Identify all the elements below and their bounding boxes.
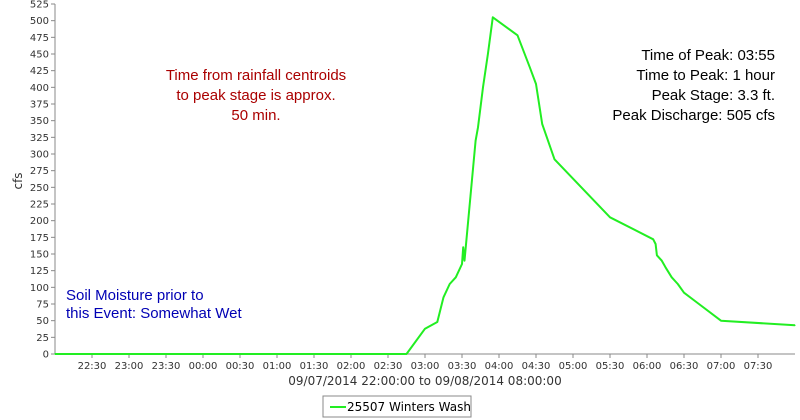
series-point [471,180,473,182]
y-tick-label: 200 [30,216,49,227]
x-tick-label: 06:00 [633,361,662,372]
y-tick-label: 400 [30,83,49,94]
series-point [794,324,796,326]
y-tick-label: 450 [30,50,49,61]
series-point [487,53,489,55]
x-tick-label: 07:00 [707,361,736,372]
y-tick-label: 125 [30,266,49,277]
series-point [474,140,477,142]
y-tick-label: 350 [30,116,49,127]
annotation-peak-line-3: Peak Stage: 3.3 ft. [652,87,775,104]
x-tick-label: 03:30 [448,361,477,372]
y-tick-label: 175 [30,233,49,244]
x-tick-label: 23:00 [115,361,144,372]
x-tick-label: 03:00 [411,361,440,372]
x-tick-label: 00:30 [226,361,255,372]
legend-box [322,395,472,418]
y-tick-label: 425 [30,66,49,77]
y-tick-label: 150 [30,250,49,261]
series-point [661,260,663,262]
x-tick-label: 01:30 [300,361,329,372]
series-line-winters-wash [55,16,796,355]
x-tick-label: 07:30 [744,361,773,372]
series-point [492,16,494,18]
x-tick-label: 05:00 [559,361,588,372]
y-tick-label: 75 [36,300,49,311]
y-tick-label: 100 [30,283,49,294]
annotation-soil-line-2: this Event: Somewhat Wet [66,305,242,322]
series-point [424,328,426,330]
series-point [553,158,556,160]
y-tick-label: 300 [30,150,49,161]
x-tick-label: 22:30 [78,361,107,372]
series-point [655,243,657,245]
series-point [463,260,466,262]
annotation-peak-line-4: Peak Discharge: 505 cfs [612,107,775,124]
y-tick-label: 50 [36,316,49,327]
y-tick-label: 275 [30,166,49,177]
y-tick-label: 250 [30,183,49,194]
x-axis-ticks: 22:30 23:00 23:30 00:00 00:30 01:00 01:30 02:00… [78,354,773,372]
series-point [436,321,438,323]
annotation-centroid-line-1: Time from rainfall centroids [166,67,346,84]
annotation-peak-line-1: Time of Peak: 03:55 [641,47,775,64]
y-tick-label: 225 [30,200,49,211]
series-point [671,276,673,278]
y-axis-title: cfs [11,172,25,189]
series-point [482,86,484,88]
series-point [477,126,479,128]
legend: 25507 Winters Wash [322,395,472,418]
y-tick-label: 0 [43,350,49,361]
series-point [405,353,408,355]
annotation-centroid: Time from rainfall centroids to peak sta… [166,67,346,124]
series-point [516,34,519,36]
x-tick-label: 23:30 [152,361,181,372]
series-point [652,238,654,240]
series-point [683,292,685,294]
series-point [461,263,463,265]
series-point [695,301,697,303]
series-point [54,353,56,355]
series-point [467,220,469,222]
x-tick-label: 05:30 [596,361,625,372]
y-tick-label: 25 [36,333,49,344]
annotation-centroid-line-3: 50 min. [231,107,280,124]
series-point [541,123,543,125]
series-points [54,16,796,355]
series-point [449,283,451,285]
series-point [677,283,679,285]
x-axis-title: 09/07/2014 22:00:00 to 09/08/2014 08:00:… [288,374,561,388]
series-point [529,66,531,68]
annotation-peak: Time of Peak: 03:55 Time to Peak: 1 hour… [612,47,775,124]
y-tick-label: 500 [30,16,49,27]
series-point [609,216,611,218]
series-point [455,276,457,278]
x-tick-label: 02:30 [374,361,403,372]
x-tick-label: 04:00 [485,361,514,372]
y-tick-label: 375 [30,100,49,111]
series-point [664,266,667,268]
series-point [462,246,464,248]
annotation-soil: Soil Moisture prior to this Event: Somew… [66,287,242,322]
series-point [720,320,722,322]
annotation-soil-line-1: Soil Moisture prior to [66,287,204,304]
x-tick-label: 02:00 [337,361,366,372]
series-point [535,83,537,85]
series-point [442,296,445,298]
annotation-centroid-line-2: to peak stage is approx. [176,87,335,104]
y-tick-label: 525 [30,0,49,11]
y-tick-label: 475 [30,33,49,44]
series-point [656,254,658,256]
annotation-peak-line-2: Time to Peak: 1 hour [636,67,775,84]
x-tick-label: 06:30 [670,361,699,372]
legend-label: 25507 Winters Wash [347,400,471,414]
y-tick-label: 325 [30,133,49,144]
x-tick-label: 00:00 [189,361,218,372]
x-tick-label: 01:00 [263,361,292,372]
x-tick-label: 04:30 [522,361,551,372]
y-axis-ticks: 0 25 50 75 100 125 150 175 200 225 250 275 300 325 350… [30,0,55,361]
